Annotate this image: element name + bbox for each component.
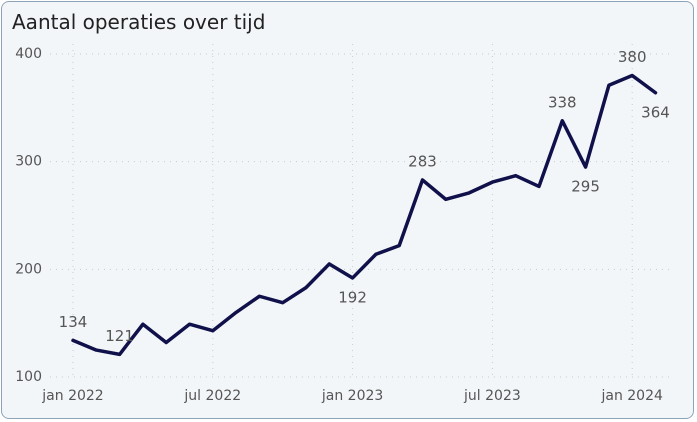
x-tick-label: jan 2024 [600,388,663,404]
data-label: 295 [571,178,600,196]
y-tick-label: 300 [15,154,42,170]
line [71,73,658,357]
data-label: 380 [618,48,647,66]
x-tick-label: jul 2023 [463,388,521,404]
chart-title: Aantal operaties over tijd [12,10,265,34]
data-label: 121 [105,327,134,345]
data-label: 283 [408,152,437,170]
y-tick-label: 400 [15,46,42,62]
y-tick-label: 200 [15,261,42,277]
data-label: 338 [548,93,577,111]
x-tick-label: jan 2023 [321,388,383,404]
data-label: 192 [338,288,367,306]
x-tick-label: jan 2022 [41,388,103,404]
x-tick-label: jul 2022 [183,388,241,404]
data-label: 364 [641,103,670,121]
data-label: 134 [59,313,88,331]
y-tick-label: 100 [15,369,42,385]
